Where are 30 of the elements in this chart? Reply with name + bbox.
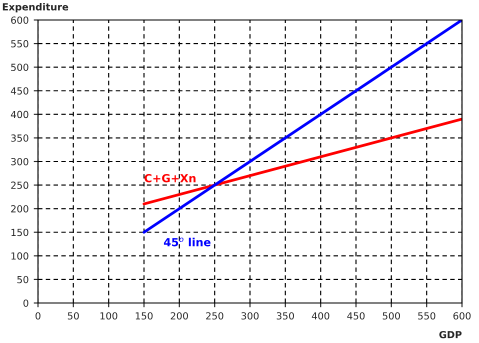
y-axis-title: Expenditure [2,3,68,12]
y-tick-label: 400 [10,110,28,118]
series-label: C+G+Xn [144,174,196,182]
x-tick-label: 550 [418,312,436,320]
x-tick-label: 400 [312,312,330,320]
y-tick-label: 50 [17,276,28,284]
y-tick-label: 100 [11,252,28,260]
x-axis-title: GDP [439,330,462,338]
x-tick-label: 500 [382,312,400,320]
y-tick-label: 150 [11,228,28,236]
y-tick-label: 200 [11,205,28,212]
y-tick-label: 550 [11,40,28,48]
y-tick-label: 250 [11,182,28,189]
y-tick-label: 300 [11,158,28,166]
y-tick-label: 600 [11,16,28,24]
x-tick-label: 250 [206,312,224,320]
y-tick-label: 0 [23,299,28,307]
x-tick-label: 100 [100,312,118,320]
x-tick-label: 450 [347,312,365,320]
x-tick-label: 350 [276,312,294,320]
y-tick-label: 350 [11,134,28,142]
x-tick-label: 0 [36,312,40,320]
x-tick-label: 150 [136,312,153,320]
x-tick-label: 300 [241,312,259,320]
y-tick-label: 450 [10,87,28,95]
series-label: 45$^{o}$ line [164,238,210,246]
y-tick-label: 500 [11,64,28,71]
x-tick-label: 600 [453,312,471,320]
x-tick-label: 50 [68,312,79,320]
x-tick-label: 200 [170,312,188,320]
